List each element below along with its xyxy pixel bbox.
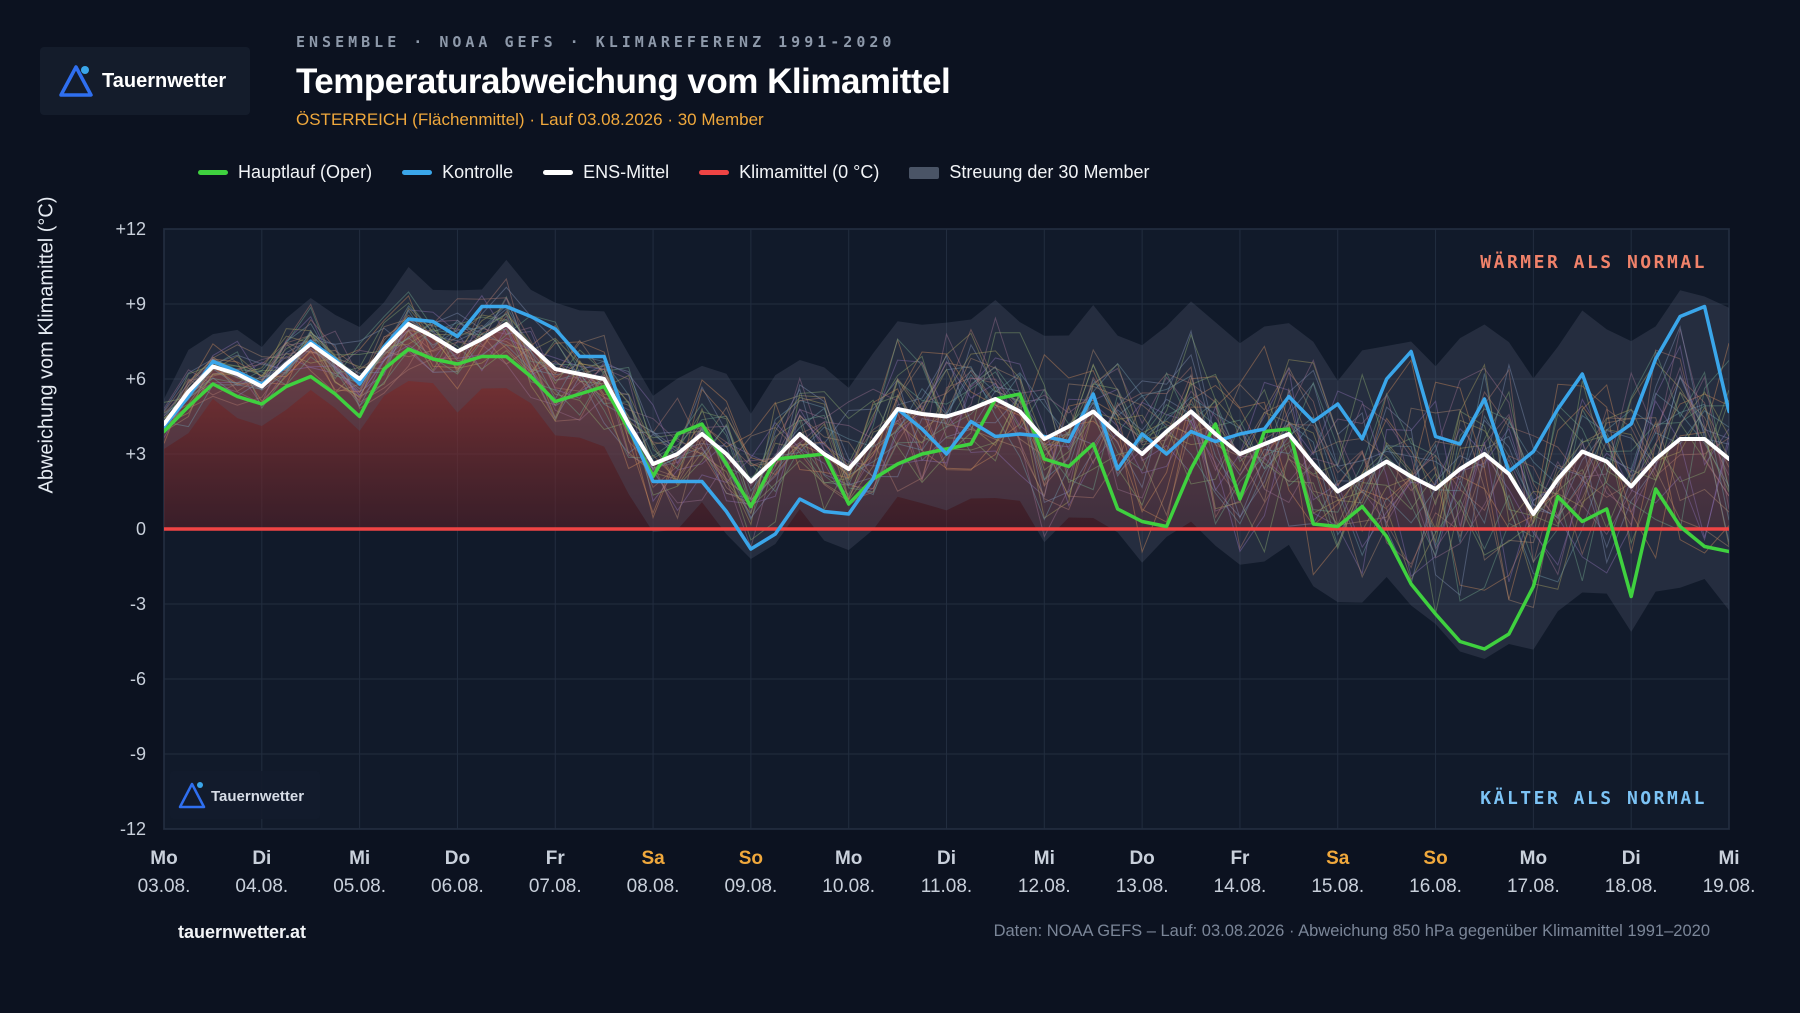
site-link[interactable]: tauernwetter.at <box>178 922 307 942</box>
oper-run-line <box>164 347 1729 651</box>
x-tick-date: 04.08. <box>235 876 288 897</box>
y-tick-label: +9 <box>125 294 146 314</box>
x-tick-day: Di <box>252 848 271 869</box>
ensemble-spread-band <box>164 259 1729 659</box>
x-tick-date: 19.08. <box>1703 876 1756 897</box>
y-tick-label: +12 <box>115 219 146 239</box>
ensemble-member-line <box>164 305 1729 583</box>
legend-label-ens-mean: ENS-Mittel <box>583 162 670 182</box>
control-run-line <box>164 304 1729 551</box>
x-tick-day: Di <box>1622 848 1641 869</box>
x-tick-date: 14.08. <box>1214 876 1267 897</box>
x-tick-day: Do <box>1129 848 1154 869</box>
ensemble-member-line <box>164 302 1729 527</box>
y-tick-label: -6 <box>130 669 146 689</box>
ensemble-member-line <box>164 318 1729 561</box>
y-tick-label: +6 <box>125 369 146 389</box>
x-tick-day: Fr <box>546 848 566 869</box>
ens-mean-line <box>164 322 1729 516</box>
cold-annotation: KÄLTER ALS NORMAL <box>1480 787 1707 809</box>
chart-title: Temperaturabweichung vom Klimamittel <box>296 62 951 101</box>
warm-annotation: WÄRMER ALS NORMAL <box>1480 251 1707 273</box>
x-tick-day: Mo <box>1520 848 1547 869</box>
legend-label-climate: Klimamittel (0 °C) <box>739 162 880 182</box>
legend-label-oper: Hauptlauf (Oper) <box>238 162 373 182</box>
ensemble-member-line <box>164 326 1729 550</box>
ensemble-member-line <box>164 297 1729 565</box>
legend-item-control[interactable]: Kontrolle <box>402 162 513 183</box>
x-tick-day: Mi <box>349 848 370 869</box>
brand-logo[interactable]: Tauernwetter <box>40 47 250 115</box>
legend-swatch-control <box>402 170 433 175</box>
brand-name: Tauernwetter <box>102 69 227 92</box>
y-tick-label: 0 <box>136 519 146 539</box>
ensemble-member-line <box>164 324 1729 539</box>
legend-swatch-climate <box>699 170 730 175</box>
x-tick-date: 03.08. <box>138 876 191 897</box>
x-tick-day: So <box>1423 848 1447 869</box>
ensemble-member-line <box>164 309 1729 583</box>
x-tick-day: Fr <box>1230 848 1250 869</box>
x-tick-date: 17.08. <box>1507 876 1560 897</box>
x-tick-date: 15.08. <box>1311 876 1364 897</box>
legend-item-climate[interactable]: Klimamittel (0 °C) <box>699 162 879 183</box>
y-tick-label: -9 <box>130 744 146 764</box>
y-tick-label: -12 <box>120 819 146 839</box>
watermark-dot-icon <box>197 782 203 788</box>
ensemble-member-line <box>164 315 1729 517</box>
ensemble-member-line <box>164 306 1729 544</box>
x-tick-date: 08.08. <box>627 876 680 897</box>
warm-anomaly-fill <box>164 324 1729 529</box>
x-tick-date: 06.08. <box>431 876 484 897</box>
ensemble-member-line <box>164 314 1729 600</box>
ensemble-member-line <box>164 294 1729 591</box>
data-source-note: Daten: NOAA GEFS – Lauf: 03.08.2026 · Ab… <box>993 922 1710 940</box>
x-tick-day: So <box>739 848 763 869</box>
watermark-mountain-icon <box>178 782 206 809</box>
legend-item-oper[interactable]: Hauptlauf (Oper) <box>198 162 372 183</box>
ensemble-member-line <box>164 295 1729 563</box>
x-tick-day: Mo <box>835 848 862 869</box>
legend-item-ens-mean[interactable]: ENS-Mittel <box>543 162 669 183</box>
legend-item-spread[interactable]: Streuung der 30 Member <box>909 162 1149 183</box>
watermark-box <box>170 771 320 819</box>
chart-subtitle: ÖSTERREICH (Flächenmittel) · Lauf 03.08.… <box>296 110 764 129</box>
chart-supertitle: ENSEMBLE · NOAA GEFS · KLIMAREFERENZ 199… <box>296 33 896 51</box>
x-tick-date: 18.08. <box>1605 876 1658 897</box>
legend-swatch-oper <box>198 170 228 175</box>
mountain-logo-icon <box>59 65 93 97</box>
x-tick-day: Mi <box>1034 848 1055 869</box>
y-tick-label: +3 <box>125 444 146 464</box>
x-tick-date: 12.08. <box>1018 876 1071 897</box>
ensemble-member-line <box>164 319 1729 554</box>
x-tick-day: Sa <box>641 848 665 869</box>
x-tick-day: Sa <box>1326 848 1350 869</box>
x-tick-date: 07.08. <box>529 876 582 897</box>
x-tick-date: 11.08. <box>921 876 972 897</box>
x-tick-date: 09.08. <box>724 876 777 897</box>
legend-swatch-spread <box>909 166 940 179</box>
ensemble-member-line <box>164 304 1729 548</box>
x-tick-date: 13.08. <box>1116 876 1169 897</box>
ensemble-member-line <box>164 286 1729 597</box>
legend-label-control: Kontrolle <box>442 162 514 182</box>
y-tick-label: -3 <box>130 594 146 614</box>
ensemble-member-line <box>164 277 1729 569</box>
legend-label-spread: Streuung der 30 Member <box>949 162 1150 182</box>
chart-legend: Hauptlauf (Oper) Kontrolle ENS-Mittel Kl… <box>198 162 1149 183</box>
x-tick-date: 05.08. <box>333 876 386 897</box>
legend-swatch-ens-mean <box>543 170 574 175</box>
plot-content <box>164 259 1729 659</box>
x-tick-date: 16.08. <box>1409 876 1462 897</box>
x-tick-day: Mo <box>150 848 177 869</box>
x-tick-day: Do <box>445 848 470 869</box>
ensemble-member-line <box>164 291 1729 602</box>
x-tick-date: 10.08. <box>822 876 875 897</box>
watermark-text: Tauernwetter <box>211 788 304 805</box>
ensemble-member-line <box>164 308 1729 586</box>
x-tick-day: Mi <box>1718 848 1739 869</box>
x-tick-day: Di <box>937 848 956 869</box>
